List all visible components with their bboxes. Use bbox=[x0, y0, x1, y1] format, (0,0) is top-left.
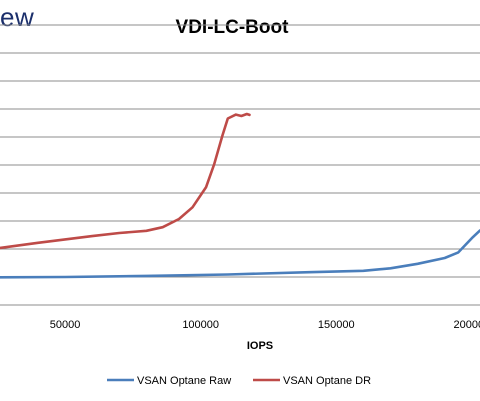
x-axis-label: IOPS bbox=[247, 340, 273, 352]
x-tick-label: 50000 bbox=[50, 319, 81, 331]
legend-label: VSAN Optane Raw bbox=[137, 375, 231, 387]
legend: VSAN Optane Raw VSAN Optane DR bbox=[107, 375, 371, 387]
x-tick-label: 200000 bbox=[454, 319, 480, 331]
gridlines bbox=[0, 24, 480, 306]
chart-title: VDI-LC-Boot bbox=[176, 17, 290, 38]
legend-label: VSAN Optane DR bbox=[283, 375, 371, 387]
x-axis-ticks: 50000 100000 150000 200000 bbox=[50, 319, 480, 331]
x-tick-label: 100000 bbox=[182, 319, 219, 331]
x-tick-label: 150000 bbox=[318, 319, 355, 331]
brand-logo-text: ew bbox=[0, 2, 35, 32]
series-line-dr bbox=[0, 112, 251, 250]
series-line-raw bbox=[0, 229, 480, 279]
series-layer bbox=[0, 112, 480, 279]
